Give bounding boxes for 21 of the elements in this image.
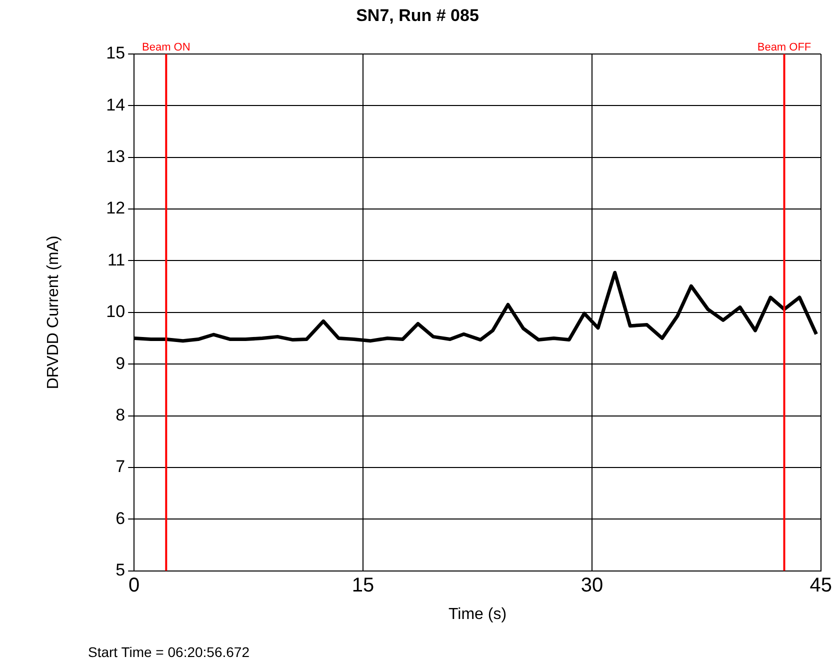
x-tick-label: 30 bbox=[580, 574, 604, 596]
text: Start Time = 06:20:56.672 bbox=[88, 644, 250, 660]
y-tick-label: 15 bbox=[106, 44, 126, 63]
x-tick-label: 0 bbox=[128, 574, 140, 596]
y-tick-label: 10 bbox=[106, 302, 126, 322]
y-tick-label: 12 bbox=[106, 198, 126, 218]
ref-line-label: Beam ON bbox=[142, 42, 190, 54]
ref-line-label: Beam OFF bbox=[757, 42, 812, 54]
y-tick-label: 11 bbox=[107, 250, 126, 270]
y-tick-label: 6 bbox=[116, 508, 126, 528]
x-axis-title: Time (s) bbox=[448, 606, 507, 623]
y-tick-label: 14 bbox=[106, 95, 126, 114]
x-tick-label: 45 bbox=[810, 574, 832, 596]
y-tick-label: 8 bbox=[116, 405, 126, 424]
y-tick-label: 5 bbox=[116, 560, 126, 580]
y-tick-label: 9 bbox=[116, 354, 126, 373]
chart-title: SN7, Run # 085 bbox=[355, 6, 480, 26]
x-tick-label: 15 bbox=[352, 574, 374, 596]
y-tick-label: 7 bbox=[116, 457, 126, 476]
y-axis-title: DRVDD Current (mA) bbox=[45, 236, 62, 390]
y-tick-label: 13 bbox=[106, 147, 126, 166]
